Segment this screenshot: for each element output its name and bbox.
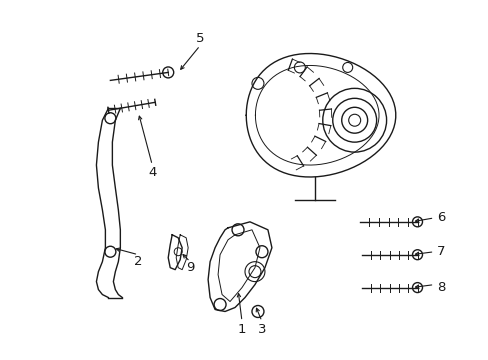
Text: 9: 9 [185, 261, 194, 274]
Text: 1: 1 [237, 323, 246, 336]
Text: 5: 5 [196, 32, 204, 45]
Text: 8: 8 [436, 281, 445, 294]
Text: 7: 7 [436, 245, 445, 258]
Text: 6: 6 [436, 211, 445, 224]
Text: 3: 3 [257, 323, 265, 336]
Text: 4: 4 [148, 166, 156, 179]
Text: 2: 2 [134, 255, 142, 268]
